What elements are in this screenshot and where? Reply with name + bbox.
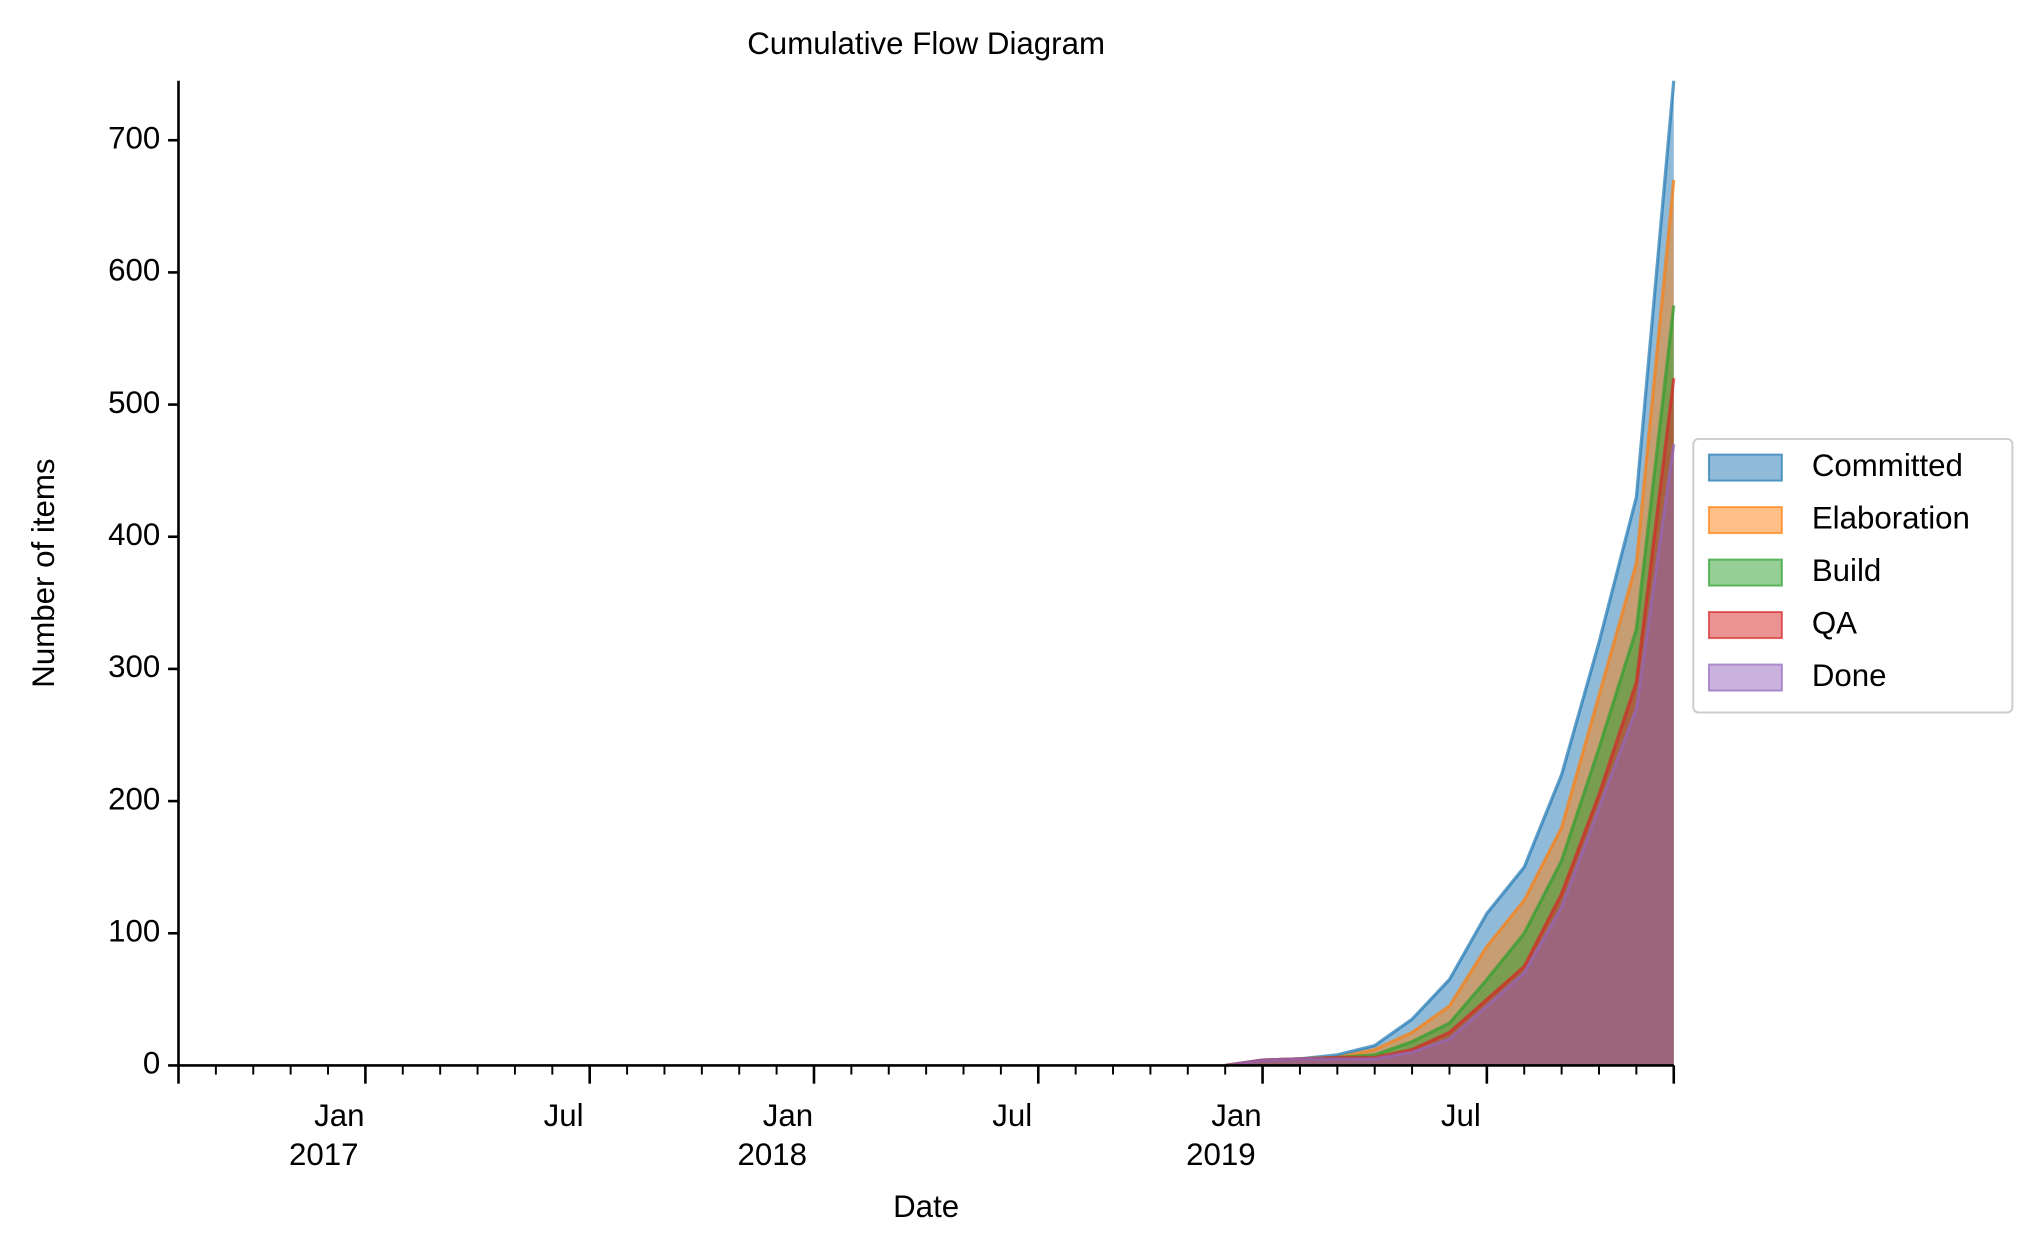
x-tick-label: Jul xyxy=(544,1098,584,1133)
y-tick-label: 100 xyxy=(108,914,160,949)
legend: Committed Elaboration Build QA Done xyxy=(1707,448,1970,693)
chart-title: Cumulative Flow Diagram xyxy=(747,26,1105,61)
y-tick-label: 0 xyxy=(143,1046,160,1081)
x-tick-label: Jan xyxy=(1211,1098,1261,1133)
y-axis-label: Number of items xyxy=(26,458,61,687)
x-tick-year: 2019 xyxy=(1186,1137,1256,1172)
y-tick-label: 400 xyxy=(108,517,160,552)
x-tick-label: Jan xyxy=(314,1098,364,1133)
x-tick-year: 2018 xyxy=(738,1137,808,1172)
legend-label: Committed xyxy=(1812,448,1963,483)
legend-swatch xyxy=(1707,611,1783,640)
x-tick-label: Jan xyxy=(763,1098,813,1133)
area xyxy=(1225,179,1674,1066)
x-tick-year: 2017 xyxy=(289,1137,359,1172)
x-tick-label: Jul xyxy=(1441,1098,1481,1133)
area-line xyxy=(1224,444,1676,1068)
y-tick-label: 700 xyxy=(108,120,160,155)
area xyxy=(1225,305,1674,1066)
y-tick-label: 200 xyxy=(108,781,160,816)
legend-label: Done xyxy=(1812,658,1887,693)
y-tick-label: 600 xyxy=(108,253,160,288)
axes: 0 100 200 300 400 500 600 700 Jan 2017 Jul Jan 2018 J… xyxy=(108,80,1676,1172)
y-tick-label: 300 xyxy=(108,649,160,684)
legend-swatch xyxy=(1707,453,1783,482)
legend-label: Build xyxy=(1812,553,1882,588)
legend-label: QA xyxy=(1812,605,1857,640)
x-axis-label: Date xyxy=(893,1189,959,1224)
areas xyxy=(1224,80,1676,1068)
legend-swatch xyxy=(1707,506,1783,535)
x-tick-label: Jul xyxy=(992,1098,1032,1133)
legend-swatch xyxy=(1707,663,1783,692)
legend-label: Elaboration xyxy=(1812,500,1970,535)
area xyxy=(1225,80,1674,1066)
legend-swatch xyxy=(1707,558,1783,587)
y-tick-label: 500 xyxy=(108,385,160,420)
